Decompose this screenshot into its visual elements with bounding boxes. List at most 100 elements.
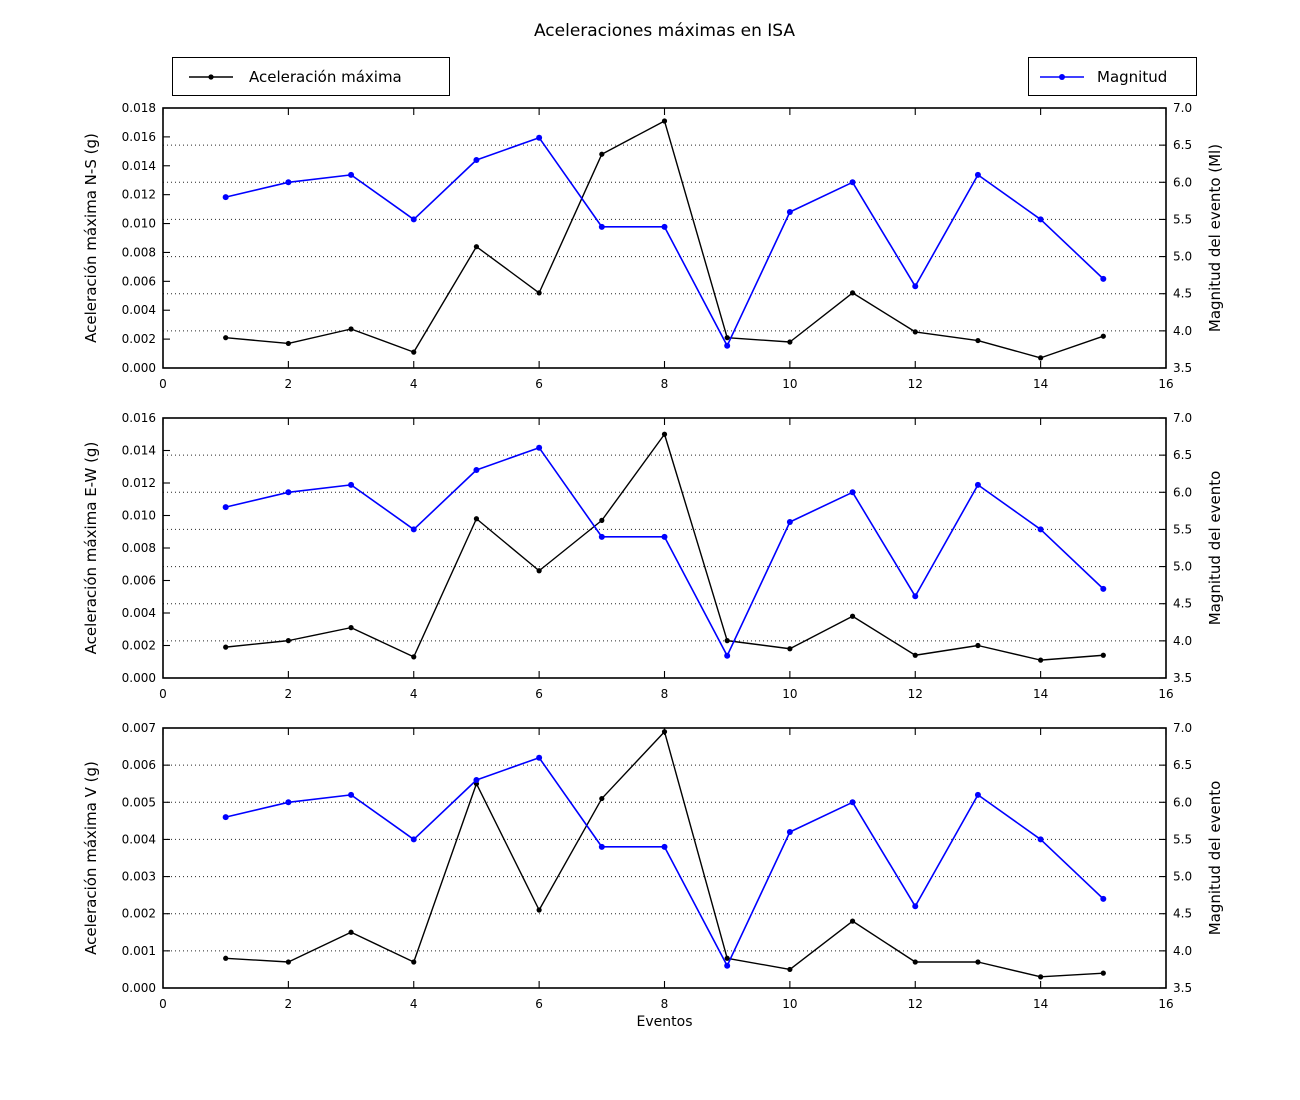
acceleration-data-point [787,646,793,652]
left-tick-label: 0.000 [122,671,156,685]
right-tick-label: 7.0 [1173,411,1192,425]
left-tick-label: 0.002 [122,907,156,921]
x-tick-label: 10 [782,997,797,1011]
x-tick-label: 0 [159,377,167,391]
magnitude-data-point [598,843,605,850]
x-axis-title: Eventos [636,1014,693,1030]
acceleration-data-point [975,337,981,344]
magnitude-data-point [348,171,355,178]
acceleration-data-point [1038,355,1044,361]
magnitude-data-point [1100,275,1107,282]
magnitude-data-point [222,194,229,201]
magnitude-data-point [222,504,229,511]
right-tick-label: 6.0 [1173,485,1192,499]
left-tick-label: 0.016 [122,130,156,144]
right-tick-label: 5.5 [1173,212,1192,226]
left-tick-label: 0.010 [122,217,156,231]
acceleration-data-point [348,625,354,631]
x-tick-label: 2 [285,997,293,1011]
right-y-axis-title: Magnitud del evento [1206,781,1224,936]
left-tick-label: 0.008 [122,541,156,555]
magnitude-data-point [410,216,417,223]
subplot-3: 0.000 0.001 0.002 0.003 0.004 0.005 0.006 0.007… [82,721,1224,1011]
magnitude-data-point [285,179,292,186]
left-tick-label: 0.012 [122,188,156,202]
magnitude-data-point [1037,836,1044,843]
magnitude-data-point [536,134,543,141]
magnitude-data-point [786,519,793,525]
legend-marker-black [208,73,214,80]
magnitude-data-point [536,754,543,761]
right-tick-label: 7.0 [1173,101,1192,115]
acceleration-data-point [787,339,793,345]
right-y-axis-title: Magnitud del evento [1206,471,1224,626]
axes-frame [162,727,1167,989]
acceleration-data-point [599,795,605,802]
magnitude-data-point [661,843,668,850]
right-tick-label: 7.0 [1173,721,1192,735]
x-tick-label: 16 [1158,377,1173,391]
right-tick-label: 5.5 [1173,832,1192,846]
left-tick-label: 0.006 [122,758,156,772]
magnitude-series-line [225,136,1104,347]
magnitude-data-point [410,836,417,843]
acceleration-data-point [473,516,480,522]
acceleration-data-point [536,907,542,913]
left-tick-label: 0.002 [122,639,156,653]
magnitude-data-point [974,171,981,178]
magnitude-data-point [786,209,793,215]
acceleration-data-point [849,613,856,619]
acceleration-series-line [225,731,1104,978]
legend-label-aceleracion: Aceleración máxima [249,67,402,86]
acceleration-data-point [599,517,605,523]
magnitude-data-point [661,533,668,540]
left-tick-label: 0.014 [122,444,156,458]
x-tick-label: 16 [1158,997,1173,1011]
magnitude-data-point [222,814,229,821]
acceleration-data-point [1038,974,1044,980]
magnitude-data-point [285,489,292,496]
magnitude-data-point [1037,216,1044,223]
right-tick-label: 4.5 [1173,907,1192,921]
right-y-axis-title: Magnitud del evento (Ml) [1206,144,1224,332]
left-tick-label: 0.004 [122,303,156,317]
magnitude-data-point [786,829,793,835]
left-tick-label: 0.007 [122,721,156,735]
chart-title: Aceleraciones máximas en ISA [533,21,796,41]
x-tick-label: 10 [782,377,797,391]
magnitude-data-point [473,157,480,163]
acceleration-data-point [348,326,354,332]
magnitude-data-point [348,791,355,798]
magnitude-data-point [1100,585,1107,592]
acceleration-series-line [225,120,1104,359]
acceleration-data-point [223,335,229,341]
acceleration-data-point [661,729,668,735]
magnitude-data-point [348,481,355,488]
magnitude-data-point [598,223,605,230]
left-y-axis-title: Aceleración máxima V (g) [82,761,100,955]
x-tick-label: 8 [661,997,669,1011]
left-tick-label: 0.006 [122,274,156,288]
left-tick-label: 0.000 [122,981,156,995]
acceleration-data-point [1100,970,1106,976]
acceleration-data-point [724,638,730,644]
magnitude-data-point [473,777,480,783]
left-tick-label: 0.014 [122,159,156,173]
right-tick-label: 4.0 [1173,324,1192,338]
legend-magnitud: Magnitud [1028,57,1197,96]
magnitude-data-point [661,223,668,230]
left-y-axis-title: Aceleración máxima E-W (g) [82,442,100,655]
left-tick-label: 0.004 [122,832,156,846]
right-tick-label: 6.5 [1173,758,1192,772]
legend-label-magnitud: Magnitud [1097,67,1168,86]
magnitude-data-point [724,342,731,349]
acceleration-data-point [473,244,480,250]
left-tick-label: 0.018 [122,101,156,115]
legend-line-sample-blue [1040,73,1084,80]
right-tick-label: 6.5 [1173,448,1192,462]
legend-aceleracion-maxima: Aceleración máxima [172,57,450,96]
magnitude-data-point [285,799,292,806]
right-tick-label: 5.0 [1173,560,1192,574]
acceleration-data-point [285,340,291,347]
